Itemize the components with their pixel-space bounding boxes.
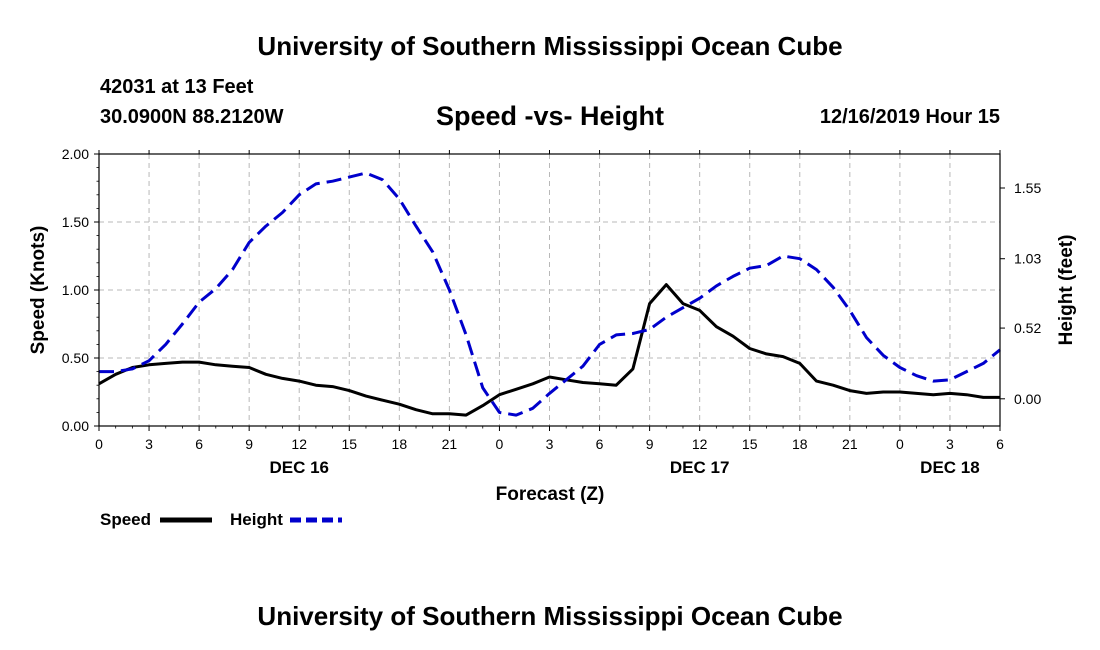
y-left-tick-label: 0.00 [62,418,89,434]
x-tick-label: 15 [742,436,758,452]
chart-subtitle: Speed -vs- Height [435,101,665,131]
y-right-tick-label: 1.55 [1014,180,1041,196]
x-date-label: DEC 18 [920,458,980,477]
grid-lines [99,154,1000,426]
y-left-tick-label: 1.50 [62,214,89,230]
series-line-height [99,171,1001,417]
x-tick-label: 0 [896,436,904,452]
x-tick-label: 3 [546,436,554,452]
y-axis-right-title: Height (feet) [1056,235,1077,346]
x-tick-label: 6 [596,436,604,452]
tick-labels: 0 3 6 9 12 15 18 21 0 3 6 9 12 15 18 21 0 3 6 DEC 16 DEC 17 D… [62,146,1042,477]
x-tick-label: 12 [291,436,307,452]
x-tick-label: 3 [946,436,954,452]
x-tick-label: 21 [842,436,858,452]
y-axis-left-title: Speed (Knots) [28,226,49,355]
x-tick-label: 0 [95,436,103,452]
x-tick-label: 12 [692,436,708,452]
legend-height-label: Height [230,510,283,529]
x-date-label: DEC 17 [670,458,730,477]
x-tick-label: 9 [245,436,253,452]
y-right-tick-label: 0.00 [1014,391,1041,407]
station-label: 42031 at 13 Feet [100,76,254,98]
x-axis-title: Forecast (Z) [496,484,605,505]
x-tick-label: 15 [341,436,357,452]
x-tick-label: 3 [145,436,153,452]
series-line-speed [98,283,1000,417]
y-left-tick-label: 1.00 [62,282,89,298]
footer-title: University of Southern Mississippi Ocean… [257,601,843,631]
x-date-label: DEC 16 [269,458,329,477]
x-tick-label: 0 [496,436,504,452]
legend: Speed Height [100,510,342,529]
y-left-tick-label: 2.00 [62,146,89,162]
x-tick-label: 6 [996,436,1004,452]
x-tick-label: 18 [392,436,408,452]
coordinates-label: 30.0900N 88.2120W [100,106,284,128]
y-right-tick-label: 0.52 [1014,320,1041,336]
x-tick-label: 9 [646,436,654,452]
x-tick-label: 6 [195,436,203,452]
page-title: University of Southern Mississippi Ocean… [257,31,843,61]
axis-ticks [94,150,1005,431]
series-lines [98,171,1001,417]
y-right-tick-label: 1.03 [1014,251,1041,267]
forecast-datetime: 12/16/2019 Hour 15 [819,106,1000,128]
speed-height-chart: 0 3 6 9 12 15 18 21 0 3 6 9 12 15 18 21 0 3 6 DEC 16 DEC 17 D… [28,146,1077,529]
x-tick-label: 18 [792,436,808,452]
x-tick-label: 21 [442,436,458,452]
y-left-tick-label: 0.50 [62,350,89,366]
legend-speed-label: Speed [100,510,151,529]
